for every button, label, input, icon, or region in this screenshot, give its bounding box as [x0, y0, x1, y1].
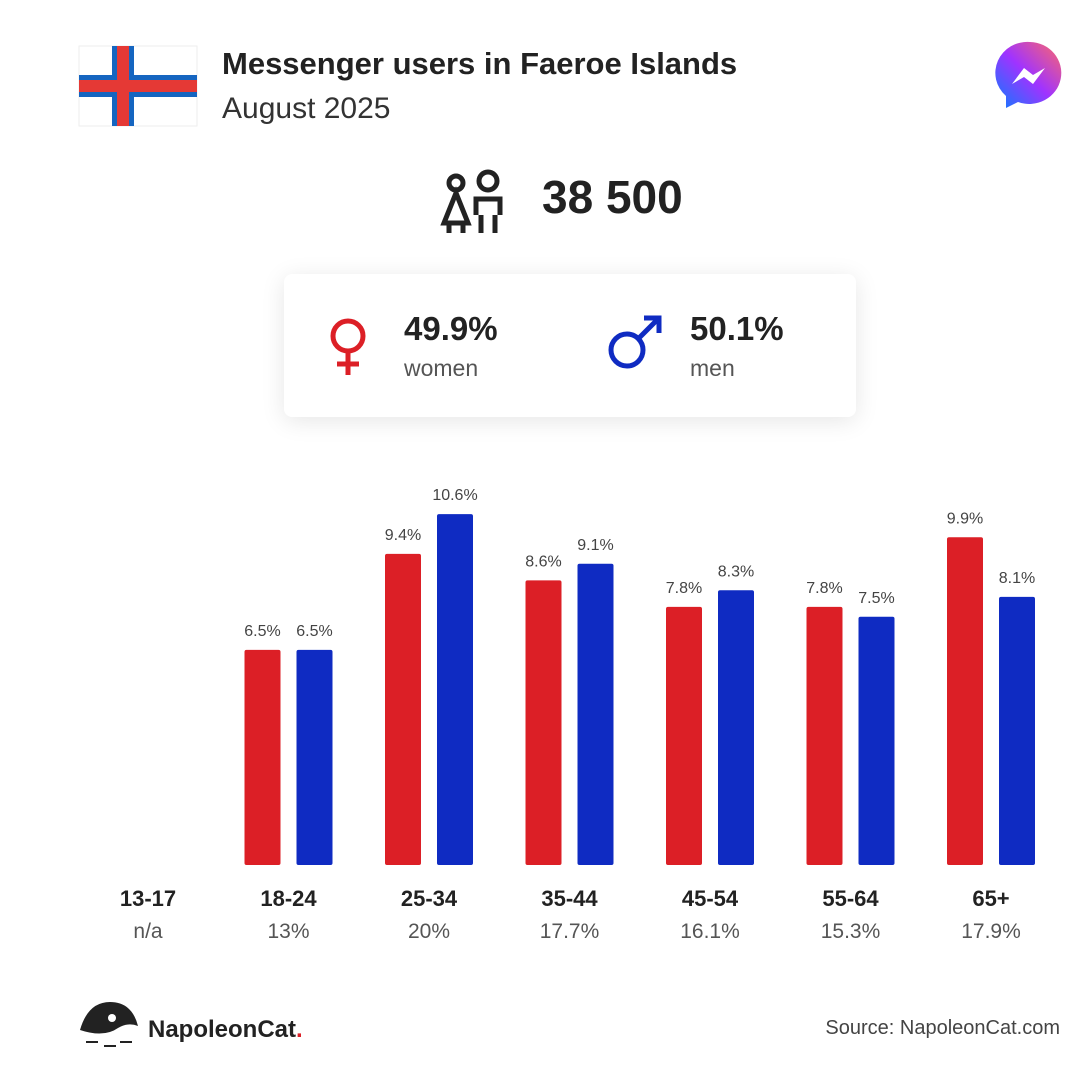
bar [244, 649, 281, 865]
bar [296, 649, 333, 865]
category-label: 55-64 [822, 886, 879, 911]
bar [806, 606, 843, 865]
women-share: 49.9% [404, 310, 498, 347]
gender-card [284, 274, 856, 417]
value-label: 9.9% [947, 510, 983, 527]
value-label: 8.1% [999, 570, 1035, 587]
bar [947, 537, 983, 865]
value-label: 10.6% [432, 487, 477, 504]
value-label: 7.5% [858, 590, 894, 607]
value-label: 8.3% [718, 563, 754, 580]
total-users: 38 500 [542, 171, 683, 223]
bar [525, 580, 562, 865]
category-label: 13-17 [120, 886, 176, 911]
bar [858, 616, 895, 865]
people-icon [440, 169, 503, 233]
value-label: 8.6% [525, 553, 561, 570]
bar [437, 514, 473, 865]
bar [577, 563, 614, 865]
category-share: 17.7% [540, 920, 600, 943]
flag [78, 45, 198, 127]
men-share: 50.1% [690, 310, 784, 347]
napoleoncat-logo [80, 1002, 138, 1047]
bar [385, 553, 421, 865]
category-share: 15.3% [821, 920, 881, 943]
brand: NapoleonCat. [148, 1016, 303, 1043]
value-label: 9.4% [385, 527, 421, 544]
category-label: 35-44 [541, 886, 598, 911]
bar [666, 606, 702, 865]
subtitle: August 2025 [222, 92, 390, 125]
brand-name: NapoleonCat [148, 1016, 296, 1043]
source: Source: NapoleonCat.com [825, 1017, 1060, 1039]
category-share: 16.1% [680, 920, 740, 943]
value-label: 9.1% [577, 537, 613, 554]
bar [999, 596, 1035, 865]
category-share: 20% [408, 920, 450, 943]
category-label: 18-24 [260, 886, 317, 911]
value-label: 6.5% [296, 623, 332, 640]
bar [718, 590, 754, 865]
women-label: women [403, 355, 478, 381]
men-label: men [690, 355, 735, 381]
value-label: 7.8% [666, 580, 702, 597]
value-label: 6.5% [244, 623, 280, 640]
category-share: 13% [267, 920, 309, 943]
category-label: 65+ [972, 886, 1009, 911]
category-share: 17.9% [961, 920, 1021, 943]
value-label: 7.8% [806, 580, 842, 597]
category-share: n/a [133, 920, 163, 943]
title: Messenger users in Faeroe Islands [222, 46, 737, 81]
category-label: 25-34 [401, 886, 458, 911]
category-label: 45-54 [682, 886, 739, 911]
messenger-logo [995, 41, 1062, 109]
brand-dot: . [296, 1016, 303, 1043]
female-icon [330, 318, 366, 375]
male-icon [608, 315, 662, 369]
